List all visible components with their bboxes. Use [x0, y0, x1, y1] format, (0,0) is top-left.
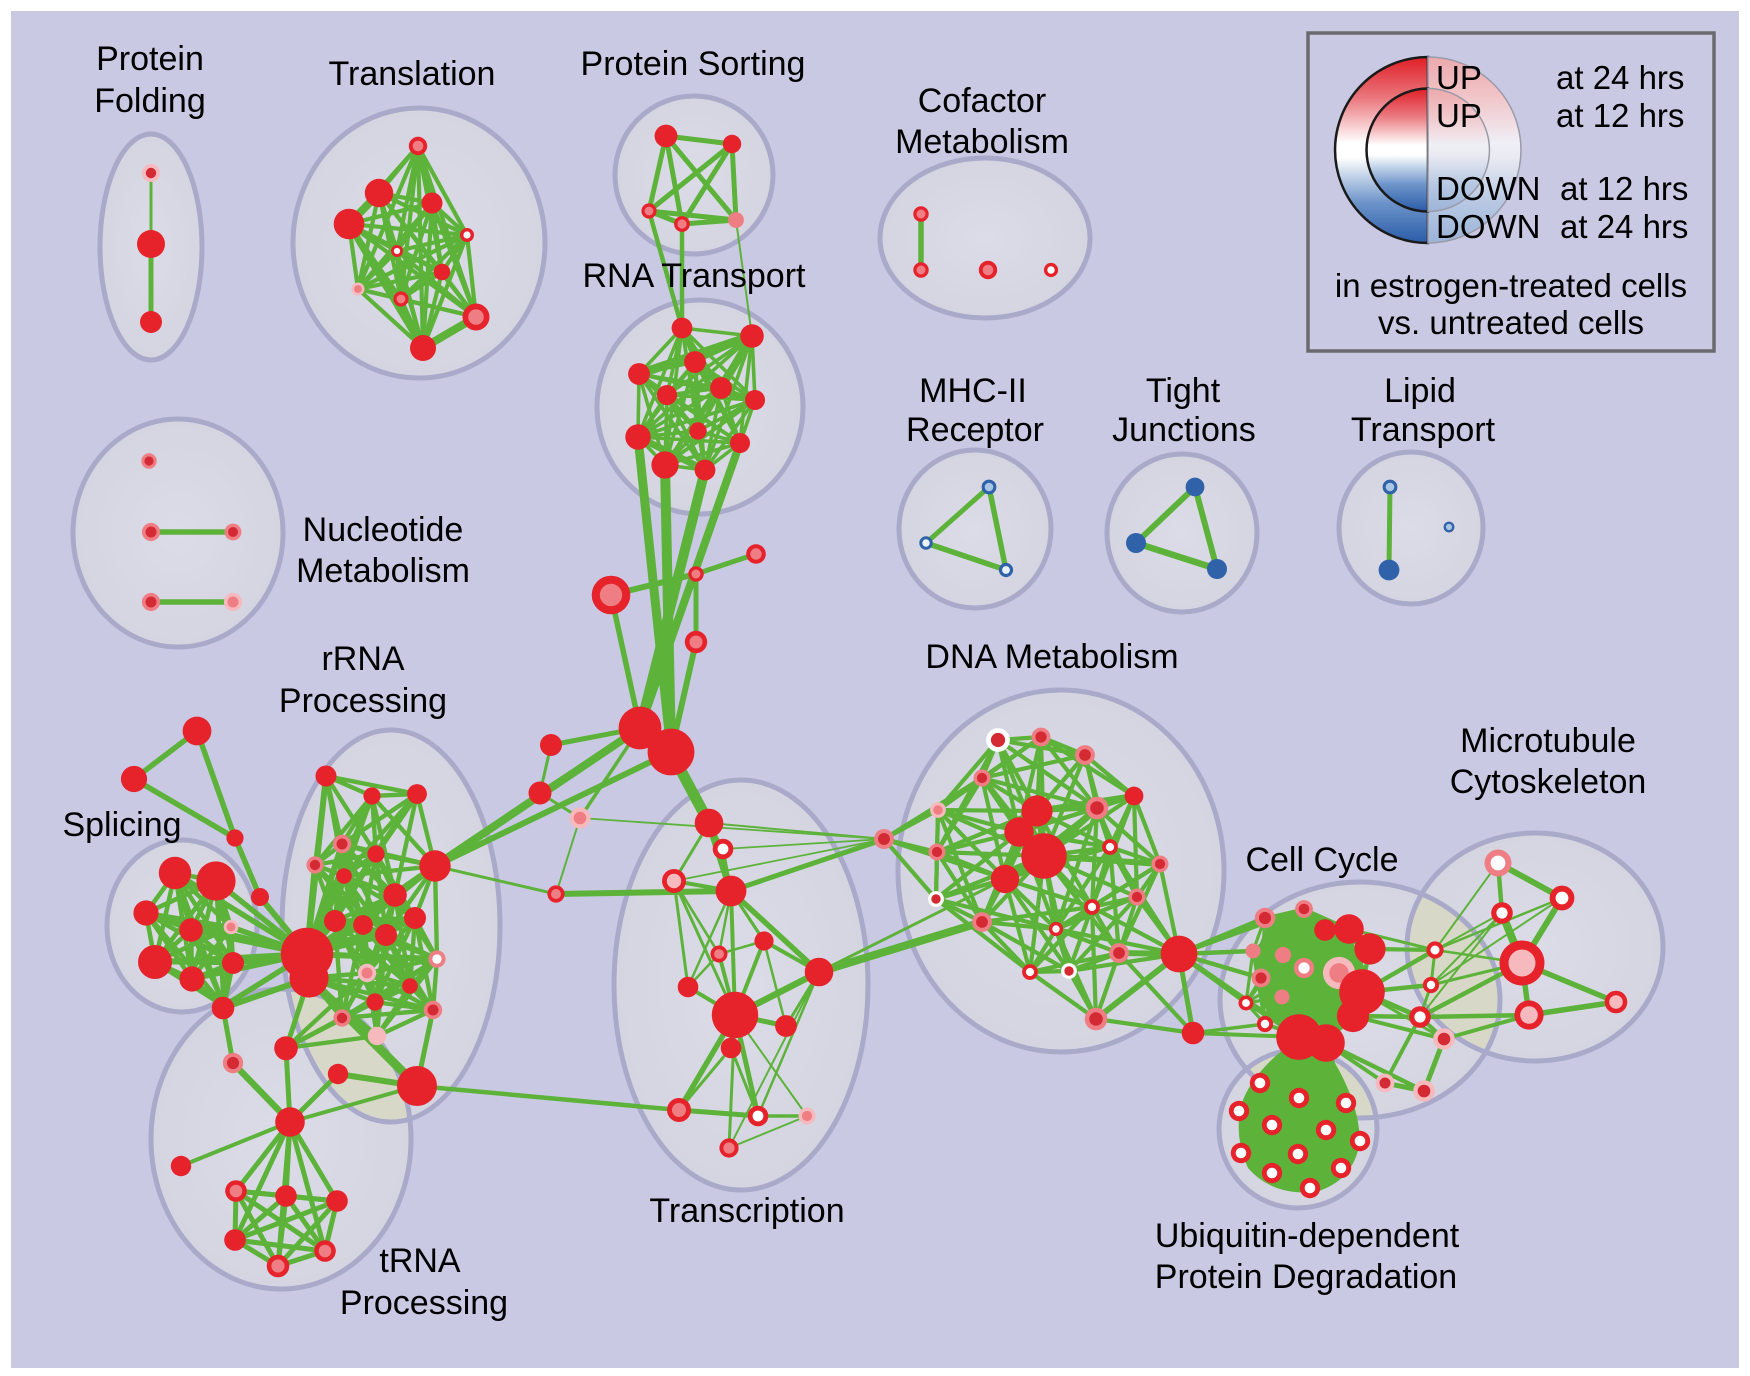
svg-text:Translation: Translation	[329, 55, 496, 93]
svg-text:Nucleotide: Nucleotide	[303, 511, 464, 549]
svg-text:Microtubule: Microtubule	[1460, 722, 1636, 760]
svg-text:UP: UP	[1436, 59, 1482, 96]
svg-text:Protein Sorting: Protein Sorting	[581, 45, 806, 83]
svg-text:Transport: Transport	[1351, 411, 1496, 449]
svg-text:in estrogen-treated cells: in estrogen-treated cells	[1335, 267, 1687, 304]
svg-text:Ubiquitin-dependent: Ubiquitin-dependent	[1155, 1217, 1460, 1255]
svg-text:tRNA: tRNA	[379, 1242, 461, 1280]
svg-text:Metabolism: Metabolism	[895, 123, 1069, 161]
svg-text:Receptor: Receptor	[906, 411, 1044, 449]
svg-text:at 12 hrs: at 12 hrs	[1560, 170, 1688, 207]
svg-text:DOWN: DOWN	[1436, 208, 1540, 245]
svg-text:DNA Metabolism: DNA Metabolism	[925, 638, 1178, 676]
svg-text:Protein: Protein	[96, 40, 204, 78]
svg-text:Transcription: Transcription	[649, 1192, 844, 1230]
svg-text:Folding: Folding	[94, 82, 206, 120]
svg-text:Splicing: Splicing	[62, 806, 181, 844]
svg-text:at 24 hrs: at 24 hrs	[1560, 208, 1688, 245]
svg-text:Metabolism: Metabolism	[296, 552, 470, 590]
svg-text:MHC-II: MHC-II	[919, 372, 1027, 410]
svg-text:vs. untreated cells: vs. untreated cells	[1378, 304, 1644, 341]
svg-text:Lipid: Lipid	[1384, 372, 1456, 410]
svg-text:Tight: Tight	[1146, 372, 1221, 410]
svg-text:Processing: Processing	[279, 682, 447, 720]
svg-text:Junctions: Junctions	[1112, 411, 1256, 449]
svg-text:at 24 hrs: at 24 hrs	[1556, 59, 1684, 96]
svg-text:Protein Degradation: Protein Degradation	[1155, 1258, 1457, 1296]
svg-text:Processing: Processing	[340, 1284, 508, 1322]
svg-text:Cell Cycle: Cell Cycle	[1245, 841, 1398, 879]
svg-text:UP: UP	[1436, 97, 1482, 134]
svg-text:DOWN: DOWN	[1436, 170, 1540, 207]
svg-text:Cytoskeleton: Cytoskeleton	[1450, 763, 1647, 801]
svg-text:at 12 hrs: at 12 hrs	[1556, 97, 1684, 134]
svg-text:rRNA: rRNA	[321, 640, 404, 678]
svg-text:Cofactor: Cofactor	[918, 82, 1047, 120]
svg-text:RNA Transport: RNA Transport	[583, 257, 807, 295]
